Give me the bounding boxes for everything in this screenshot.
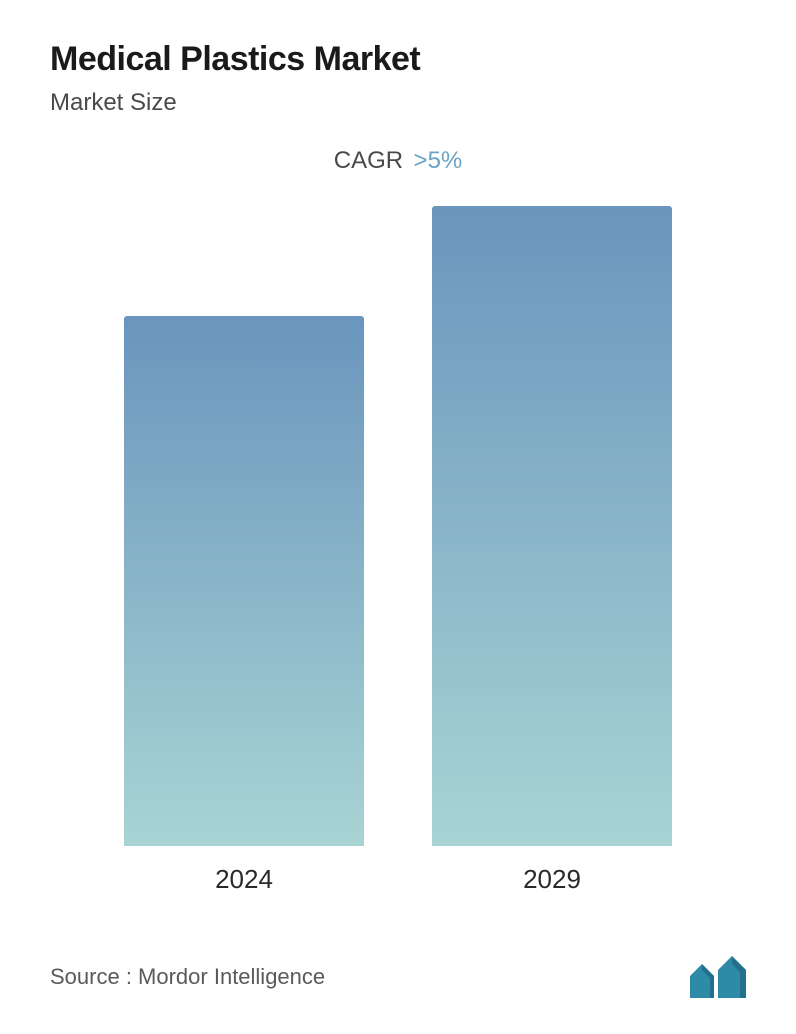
cagr-label: CAGR — [334, 147, 403, 174]
bar-label-0: 2024 — [215, 864, 273, 895]
brand-logo-icon — [690, 956, 746, 998]
footer: Source : Mordor Intelligence — [50, 956, 746, 998]
bar-1 — [432, 206, 672, 846]
bar-label-1: 2029 — [523, 864, 581, 895]
bar-group-0: 2024 — [124, 316, 364, 895]
page-subtitle: Market Size — [50, 89, 746, 117]
chart-area: 2024 2029 — [50, 235, 746, 895]
bar-0 — [124, 316, 364, 846]
source-text: Source : Mordor Intelligence — [50, 964, 325, 990]
page-title: Medical Plastics Market — [50, 40, 746, 79]
cagr-value: >5% — [414, 147, 463, 174]
bar-group-1: 2029 — [432, 206, 672, 895]
cagr-container: CAGR >5% — [50, 147, 746, 175]
